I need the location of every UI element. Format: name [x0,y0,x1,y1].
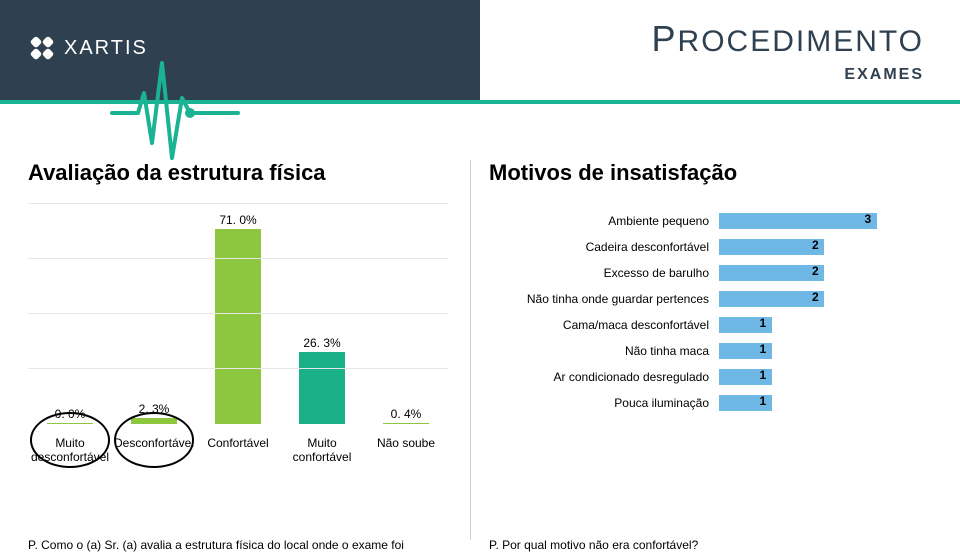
hbar-row: Ambiente pequeno 3 [489,208,936,234]
hbar-row: Ar condicionado desregulado 1 [489,364,936,390]
hbar-track: 2 [719,239,936,255]
hbar [719,213,877,229]
bar-category-label: Muito confortável [280,436,364,464]
ekg-icon [110,58,240,168]
bar [131,418,177,424]
brand-text: XARTIS [64,37,148,60]
bar-value-label: 2. 3% [139,402,170,416]
right-question: P. Por qual motivo não era confortável? [489,538,929,552]
page-subtitle: EXAMES [834,64,930,86]
bar-category-label: Confortável [196,436,280,464]
hbar-label: Excesso de barulho [489,266,719,280]
hbar-track: 2 [719,291,936,307]
hbar-value: 1 [760,394,767,408]
bar-category-label: Não soube [364,436,448,464]
hbar-value: 3 [865,212,872,226]
horizontal-bar-chart: Ambiente pequeno 3 Cadeira desconfortável 2… [489,208,936,416]
bar-value-label: 0. 0% [55,407,86,421]
content-area: Avaliação da estrutura física 0. 0% 2. 3%… [0,160,960,540]
hbar-row: Excesso de barulho 2 [489,260,936,286]
hbar-value: 1 [760,342,767,356]
logo-mark-icon [28,34,56,62]
bar-value-label: 0. 4% [391,407,422,421]
bar-slot: 26. 3% [280,204,364,424]
hbar-row: Pouca iluminação 1 [489,390,936,416]
page-title-rest: ROCEDIMENTO [678,25,924,58]
hbar-label: Ar condicionado desregulado [489,370,719,384]
hbar [719,291,824,307]
hbar-label: Não tinha onde guardar pertences [489,292,719,306]
hbar-track: 3 [719,213,936,229]
hbar [719,239,824,255]
bar-value-label: 26. 3% [303,336,340,350]
bar-category-label: Desconfortável [112,436,196,464]
bar [47,423,93,424]
hbar-track: 1 [719,343,936,359]
bar [383,423,429,424]
bar-slot: 2. 3% [112,204,196,424]
bar-slot: 71. 0% [196,204,280,424]
right-section-title: Motivos de insatisfação [489,160,936,186]
hbar-label: Ambiente pequeno [489,214,719,228]
hbar-label: Não tinha maca [489,344,719,358]
hbar-track: 1 [719,395,936,411]
bar [299,352,345,424]
left-column: Avaliação da estrutura física 0. 0% 2. 3%… [0,160,470,540]
hbar-value: 2 [812,264,819,278]
hbar-value: 1 [760,368,767,382]
page-title: PROCEDIMENTO [642,18,930,60]
bar-value-label: 71. 0% [219,213,256,227]
left-question: P. Como o (a) Sr. (a) avalia a estrutura… [28,538,448,552]
right-column: Motivos de insatisfação Ambiente pequeno… [470,160,960,540]
left-section-title: Avaliação da estrutura física [28,160,452,186]
hbar-value: 2 [812,290,819,304]
hbar-label: Cama/maca desconfortável [489,318,719,332]
vertical-bar-chart: 0. 0%2. 3%71. 0%26. 3%0. 4% Muito descon… [28,204,448,424]
hbar-row: Não tinha onde guardar pertences 2 [489,286,936,312]
page-title-block: PROCEDIMENTO EXAMES [642,18,930,86]
hbar-track: 2 [719,265,936,281]
hbar-label: Cadeira desconfortável [489,240,719,254]
bar-category-label: Muito desconfortável [28,436,112,464]
hbar-track: 1 [719,369,936,385]
hbar [719,265,824,281]
bar-slot: 0. 0% [28,204,112,424]
bar-slot: 0. 4% [364,204,448,424]
hbar-value: 2 [812,238,819,252]
hbar-label: Pouca iluminação [489,396,719,410]
hbar-row: Não tinha maca 1 [489,338,936,364]
hbar-value: 1 [760,316,767,330]
hbar-row: Cadeira desconfortável 2 [489,234,936,260]
hbar-track: 1 [719,317,936,333]
hbar-row: Cama/maca desconfortável 1 [489,312,936,338]
